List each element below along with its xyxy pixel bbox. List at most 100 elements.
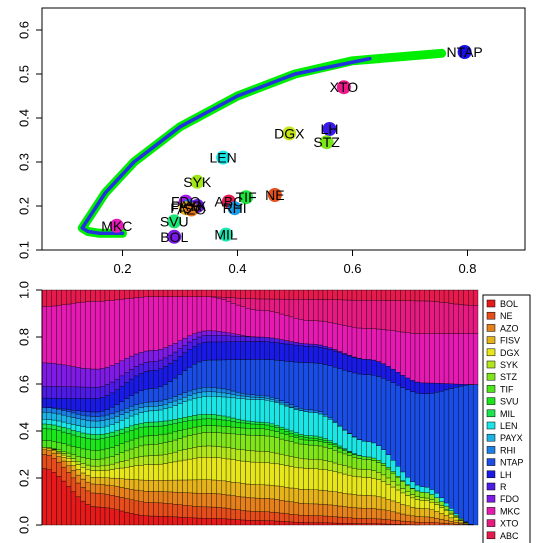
bar-segment-ne	[366, 518, 372, 524]
bar-segment-r	[332, 349, 338, 352]
bar-segment-dgx	[216, 457, 222, 481]
bar-segment-ntap	[303, 362, 309, 410]
bar-segment-dgx	[138, 465, 144, 481]
bar-segment-ne	[434, 522, 440, 526]
bar-segment-stz	[400, 481, 406, 489]
bar-segment-mil	[332, 443, 338, 445]
bar-segment-ntap	[269, 359, 275, 398]
bar-segment-lh	[414, 381, 421, 394]
bar-segment-rhi	[206, 386, 212, 392]
bar-segment-mkc	[264, 310, 270, 338]
bar-segment-syk	[95, 466, 101, 471]
bar-segment-ntap	[458, 386, 464, 519]
bar-segment-azo	[80, 478, 86, 488]
bar-segment-abc	[225, 289, 232, 298]
bar-segment-fisv	[458, 521, 464, 524]
bar-segment-xto	[230, 297, 236, 304]
bar-segment-dgx	[230, 459, 236, 483]
bar-segment-mkc	[119, 299, 125, 362]
bar-segment-mil	[75, 431, 81, 437]
bar-segment-lh	[153, 370, 159, 389]
bar-segment-ntap	[400, 387, 406, 473]
bar-segment-syk	[361, 469, 367, 478]
bar-segment-svu	[187, 420, 193, 429]
bar-segment-lh	[41, 397, 48, 408]
bar-segment-len	[153, 410, 159, 423]
bar-segment-azo	[143, 491, 149, 503]
bar-segment-lh	[182, 352, 188, 371]
bar-segment-payx	[75, 418, 81, 426]
bar-segment-azo	[109, 485, 115, 496]
bar-segment-ntap	[356, 373, 362, 440]
bar-segment-lh	[351, 357, 358, 374]
bar-segment-svu	[158, 425, 164, 436]
bar-segment-rhi	[288, 404, 295, 408]
bar-segment-ntap	[371, 375, 377, 444]
bar-segment-abc	[313, 289, 319, 300]
bar-segment-azo	[405, 514, 411, 522]
bar-segment-fisv	[182, 479, 188, 493]
bar-segment-fisv	[298, 489, 304, 504]
bar-segment-fisv	[85, 475, 91, 483]
bar-segment-dgx	[109, 469, 115, 479]
bar-segment-xto	[254, 298, 261, 311]
bar-segment-len	[414, 484, 421, 492]
bar-segment-lh	[196, 343, 203, 363]
bar-segment-fisv	[284, 487, 290, 502]
bar-segment-azo	[182, 492, 188, 506]
bar-segment-payx	[225, 393, 232, 398]
bar-segment-stz	[313, 445, 319, 460]
bar-segment-fdo	[90, 368, 96, 388]
legend-label-mil: MIL	[500, 409, 515, 419]
bar-segment-abc	[85, 289, 91, 302]
bar-segment-r	[138, 363, 144, 374]
bar-segment-abc	[250, 289, 256, 300]
bar-segment-dgx	[196, 457, 203, 481]
bar-segment-bol	[298, 522, 304, 526]
bar-segment-len	[80, 426, 86, 434]
bar-segment-fisv	[240, 483, 246, 498]
bar-segment-ntap	[424, 393, 430, 488]
bar-segment-syk	[434, 502, 440, 505]
bar-segment-fisv	[332, 491, 338, 506]
bar-segment-xto	[405, 300, 411, 333]
bar-segment-len	[148, 410, 154, 423]
bar-segment-ntap	[434, 392, 440, 494]
legend-swatch-tif	[486, 385, 496, 393]
legend-label-mkc: MKC	[500, 506, 521, 516]
bar-segment-lh	[279, 343, 285, 361]
bar-segment-syk	[395, 484, 401, 491]
bar-segment-len	[206, 396, 212, 415]
bar-segment-abc	[390, 289, 396, 301]
bar-segment-stz	[322, 446, 328, 461]
bar-segment-tif	[279, 432, 285, 440]
bar-segment-svu	[95, 438, 101, 451]
bar-segment-payx	[109, 417, 115, 425]
bar-segment-bol	[196, 517, 203, 526]
bar-segment-mkc	[351, 327, 358, 358]
bar-segment-r	[250, 336, 256, 342]
data-point-azo	[184, 202, 199, 217]
bar-segment-ntap	[448, 388, 454, 509]
bar-segment-syk	[443, 509, 450, 512]
bar-segment-r	[90, 386, 96, 399]
bar-segment-ntap	[177, 374, 183, 395]
bar-segment-xto	[317, 299, 324, 322]
data-point-syk	[190, 174, 205, 189]
bar-segment-bol	[221, 518, 227, 526]
bar-segment-stz	[284, 440, 290, 456]
bar-segment-r	[284, 340, 290, 345]
bar-segment-ne	[424, 522, 430, 526]
bar-segment-bol	[192, 517, 198, 526]
bar-segment-dgx	[254, 462, 261, 485]
bar-segment-fisv	[51, 450, 57, 454]
bar-segment-fdo	[75, 367, 81, 388]
legend-label-syk: SYK	[500, 360, 518, 370]
bar-segment-azo	[259, 498, 266, 512]
bar-segment-len	[371, 442, 377, 459]
bar-segment-len	[225, 397, 232, 418]
bar-segment-len	[245, 399, 251, 422]
bar-segment-rhi	[70, 412, 77, 418]
bar-segment-payx	[61, 414, 67, 423]
bar-segment-ntap	[264, 359, 270, 397]
